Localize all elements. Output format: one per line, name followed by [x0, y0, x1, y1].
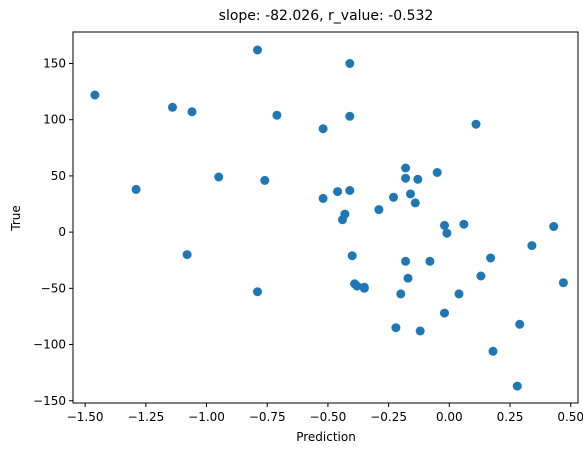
data-point — [471, 119, 481, 129]
data-point — [90, 90, 100, 100]
data-point — [374, 205, 384, 215]
data-point — [182, 250, 192, 260]
x-tick-label: −1.00 — [188, 410, 225, 424]
data-point — [459, 219, 469, 229]
data-point — [318, 193, 328, 203]
y-axis-title: True — [9, 205, 23, 232]
x-axis: −1.50 −1.25 −1.00 −0.75 −0.50 −0.25 0.00 0.25 0.… — [67, 403, 583, 424]
data-point — [340, 209, 350, 219]
data-point — [488, 346, 498, 356]
data-point — [410, 198, 420, 208]
x-tick-label: −0.50 — [310, 410, 347, 424]
data-point — [558, 278, 568, 288]
data-point — [389, 192, 398, 202]
data-point — [391, 323, 401, 333]
data-point — [401, 256, 411, 266]
data-point — [187, 107, 197, 117]
y-tick-label: 150 — [43, 56, 66, 70]
y-tick-label: −100 — [33, 338, 66, 352]
data-point — [318, 124, 328, 134]
data-point — [253, 45, 262, 55]
plot-frame — [72, 31, 579, 404]
data-point — [476, 271, 486, 281]
y-tick-label: 50 — [51, 169, 66, 183]
x-tick-label: 0.00 — [436, 410, 463, 424]
x-tick-label: −0.25 — [370, 410, 407, 424]
data-point — [440, 308, 449, 318]
data-point — [131, 184, 141, 194]
chart-title: slope: -82.026, r_value: -0.532 — [219, 8, 434, 24]
data-point — [352, 281, 362, 291]
data-point — [272, 110, 282, 120]
data-point — [549, 222, 559, 231]
y-tick-label: 100 — [43, 113, 66, 127]
x-tick-label: 0.50 — [557, 410, 583, 424]
data-point — [333, 187, 343, 197]
data-point — [253, 287, 262, 297]
data-point — [401, 173, 411, 183]
x-tick-label: 0.25 — [497, 410, 524, 424]
y-tick-label: −150 — [33, 394, 66, 408]
data-point — [345, 111, 355, 121]
data-point — [396, 289, 406, 299]
data-point — [214, 172, 224, 182]
data-point — [432, 168, 442, 177]
y-axis: −150 −100 −50 0 50 100 150 — [33, 56, 73, 408]
x-axis-title: Prediction — [296, 430, 356, 444]
x-tick-label: −0.75 — [249, 410, 286, 424]
y-tick-label: 0 — [58, 225, 66, 239]
data-points — [90, 45, 568, 391]
data-point — [406, 189, 415, 199]
data-point — [401, 163, 411, 173]
data-point — [486, 253, 496, 263]
data-point — [345, 186, 355, 195]
data-point — [403, 273, 413, 283]
data-point — [440, 220, 449, 230]
data-point — [442, 228, 452, 238]
data-point — [515, 319, 525, 329]
data-point — [454, 289, 464, 299]
data-point — [413, 174, 423, 184]
data-point — [168, 102, 177, 112]
data-point — [260, 175, 270, 185]
x-tick-label: −1.50 — [67, 410, 104, 424]
data-point — [425, 256, 435, 266]
data-point — [359, 283, 369, 293]
data-point — [345, 59, 355, 68]
y-tick-label: −50 — [41, 281, 66, 295]
data-point — [512, 381, 522, 391]
data-point — [347, 251, 357, 261]
data-point — [415, 326, 425, 336]
data-point — [527, 241, 537, 251]
x-tick-label: −1.25 — [127, 410, 164, 424]
